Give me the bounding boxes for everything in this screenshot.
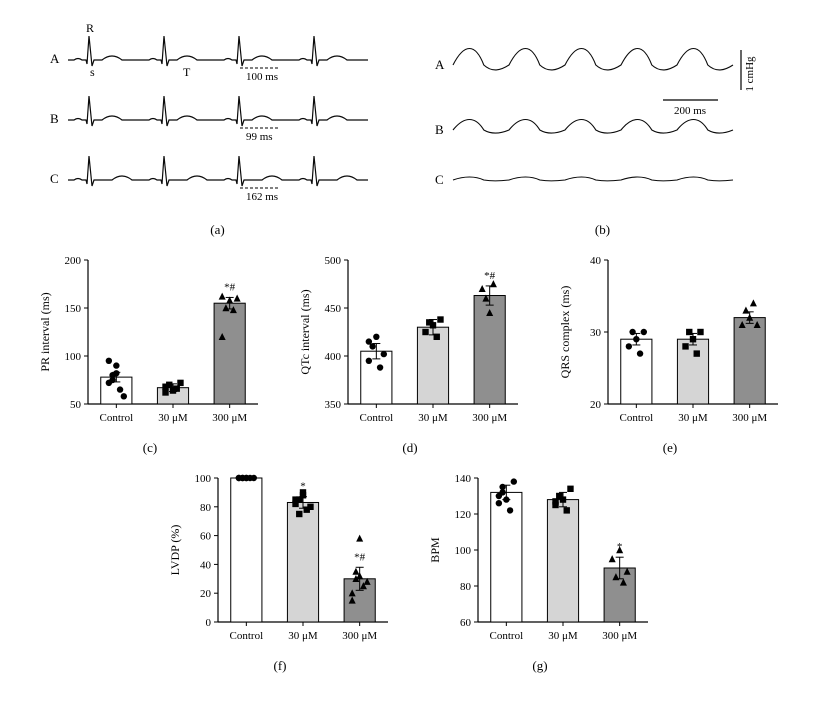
svg-text:B: B [435, 122, 444, 137]
panel-b-label: (b) [595, 222, 610, 238]
panel-e-label: (e) [663, 440, 677, 456]
svg-text:80: 80 [200, 502, 212, 514]
svg-text:30 μM: 30 μM [158, 412, 188, 424]
svg-text:PR interval (ms): PR interval (ms) [38, 292, 52, 371]
svg-text:99 ms: 99 ms [246, 131, 273, 143]
row-traces: A 100 ms B 99 ms C 162 ms Rs T (a) A B C 1 cmHg 200… [20, 20, 800, 238]
panel-e: 20 30 40 QRS complex (ms) Control 30 μM 300 μM… [553, 248, 788, 456]
svg-text:QTc interval (ms): QTc interval (ms) [298, 289, 312, 374]
panel-f-label: (f) [274, 658, 287, 674]
svg-text:500: 500 [324, 255, 341, 267]
panel-g: 60 80 100 120 140 BPM Control 30 μM * 300 μM (g) [423, 466, 658, 674]
chart-bpm: 60 80 100 120 140 BPM Control 30 μM * 300 μM [423, 466, 658, 656]
svg-text:100: 100 [194, 473, 211, 485]
svg-text:400: 400 [324, 351, 341, 363]
chart-lvdp: 0 20 40 60 80 100 LVDP (%) Control * 30 μM *# 300 μ… [163, 466, 398, 656]
pressure-traces: A B C 1 cmHg 200 ms [423, 20, 783, 220]
svg-text:30 μM: 30 μM [548, 630, 578, 642]
svg-text:150: 150 [64, 303, 81, 315]
svg-text:0: 0 [205, 617, 211, 629]
svg-text:B: B [50, 111, 59, 126]
svg-text:QRS complex (ms): QRS complex (ms) [558, 286, 572, 379]
panel-a-label: (a) [210, 222, 224, 238]
panel-d: 350 400 450 500 QTc interval (ms) Control 30 μ… [293, 248, 528, 456]
svg-text:20: 20 [200, 588, 212, 600]
svg-text:*#: *# [224, 281, 236, 293]
svg-text:162 ms: 162 ms [246, 191, 278, 203]
svg-text:20: 20 [590, 399, 602, 411]
svg-text:40: 40 [200, 559, 212, 571]
svg-text:100 ms: 100 ms [246, 71, 278, 83]
svg-text:30 μM: 30 μM [418, 412, 448, 424]
svg-text:60: 60 [200, 531, 212, 543]
svg-text:C: C [435, 172, 444, 187]
svg-text:*: * [300, 481, 306, 493]
svg-text:30: 30 [590, 327, 602, 339]
svg-text:40: 40 [590, 255, 602, 267]
svg-text:140: 140 [454, 473, 471, 485]
svg-text:T: T [183, 65, 191, 79]
svg-text:Control: Control [229, 630, 263, 642]
svg-text:100: 100 [64, 351, 81, 363]
row-cde: 50 100 150 200 PR interval (ms) Control 30 μM *… [20, 248, 800, 456]
svg-text:120: 120 [454, 509, 471, 521]
svg-text:200: 200 [64, 255, 81, 267]
svg-text:30 μM: 30 μM [678, 412, 708, 424]
svg-text:60: 60 [460, 617, 472, 629]
panel-g-label: (g) [532, 658, 547, 674]
svg-text:s: s [90, 65, 95, 79]
figure: A100 msB99 msC162 msRsT (a) ABC1 cmHg200… [20, 20, 800, 674]
svg-text:Control: Control [359, 412, 393, 424]
svg-text:*#: *# [354, 551, 366, 563]
svg-text:300 μM: 300 μM [472, 412, 507, 424]
svg-text:A: A [435, 57, 445, 72]
svg-text:C: C [50, 171, 59, 186]
svg-text:450: 450 [324, 303, 341, 315]
panel-f: 0 20 40 60 80 100 LVDP (%) Control * 30 μM *# 300 μ… [163, 466, 398, 674]
svg-text:80: 80 [460, 581, 472, 593]
svg-text:1 cmHg: 1 cmHg [744, 56, 756, 92]
svg-text:30 μM: 30 μM [288, 630, 318, 642]
panel-a: A 100 ms B 99 ms C 162 ms Rs T (a) [38, 20, 398, 238]
svg-text:200 ms: 200 ms [673, 105, 705, 117]
svg-text:R: R [86, 21, 94, 35]
chart-pr-interval: 50 100 150 200 PR interval (ms) Control 30 μM *… [33, 248, 268, 438]
svg-text:LVDP (%): LVDP (%) [168, 525, 182, 576]
row-fg: 0 20 40 60 80 100 LVDP (%) Control * 30 μM *# 300 μ… [20, 466, 800, 674]
svg-text:*: * [616, 541, 622, 553]
svg-text:300 μM: 300 μM [732, 412, 767, 424]
svg-text:Control: Control [99, 412, 133, 424]
svg-text:A: A [50, 51, 60, 66]
panel-c: 50 100 150 200 PR interval (ms) Control 30 μM *… [33, 248, 268, 456]
svg-text:*#: *# [484, 270, 496, 282]
chart-qtc-interval: 350 400 450 500 QTc interval (ms) Control 30 μ… [293, 248, 528, 438]
svg-text:300 μM: 300 μM [212, 412, 247, 424]
svg-text:300 μM: 300 μM [602, 630, 637, 642]
panel-c-label: (c) [143, 440, 157, 456]
svg-text:Control: Control [489, 630, 523, 642]
panel-d-label: (d) [402, 440, 417, 456]
svg-text:300 μM: 300 μM [342, 630, 377, 642]
panel-b: A B C 1 cmHg 200 ms (b) [423, 20, 783, 238]
svg-text:100: 100 [454, 545, 471, 557]
ecg-traces: A 100 ms B 99 ms C 162 ms Rs T [38, 20, 398, 220]
svg-text:Control: Control [619, 412, 653, 424]
svg-text:350: 350 [324, 399, 341, 411]
svg-text:BPM: BPM [428, 537, 442, 563]
chart-qrs: 20 30 40 QRS complex (ms) Control 30 μM 300 μM [553, 248, 788, 438]
svg-text:50: 50 [70, 399, 82, 411]
